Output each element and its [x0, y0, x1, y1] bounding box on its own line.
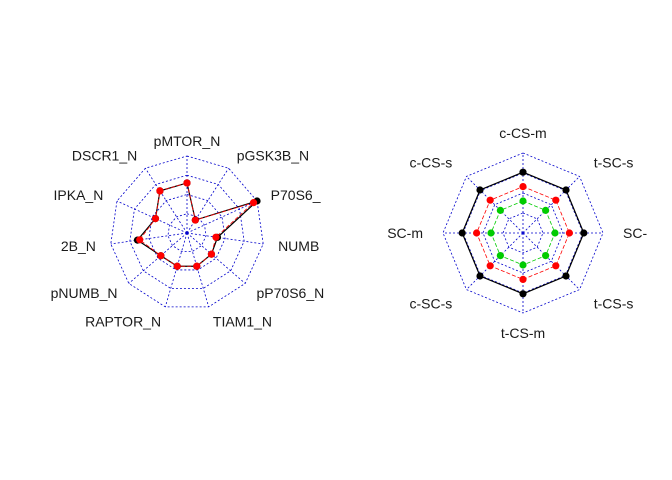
data-point-mean [156, 187, 163, 194]
axis-label: RAPTOR_N [85, 313, 161, 329]
data-point-mean [487, 262, 494, 269]
axis-spoke [187, 201, 257, 233]
radar-chart-1: pMTOR_N pGSK3B_N P70S6_ NUMB pP70S6_N TIAM1_N… [51, 133, 325, 329]
data-point-mean [183, 179, 190, 186]
data-point-mean [157, 252, 164, 259]
data-point-max [519, 290, 526, 297]
data-point-mean [487, 197, 494, 204]
data-point-mean [473, 229, 480, 236]
data-point-mean [174, 263, 181, 270]
data-point-mean [552, 262, 559, 269]
data-point-min [542, 252, 549, 259]
series-line-mean [140, 183, 254, 266]
data-point-max [519, 169, 526, 176]
data-point-min [487, 229, 494, 236]
data-point-mean [136, 236, 143, 243]
axis-label: c-SC-s [410, 296, 453, 312]
axis-label: c-CS-s [410, 154, 453, 170]
axis-label: 2B_N [61, 238, 96, 254]
axis-label: c-CS-m [499, 125, 546, 141]
data-point-min [542, 207, 549, 214]
axis-label: DSCR1_N [72, 148, 137, 164]
data-point-mean [192, 216, 199, 223]
data-point-mean [519, 276, 526, 283]
axis-label: NUMB [278, 238, 319, 254]
data-point-mean [566, 229, 573, 236]
axis-spoke [165, 233, 187, 307]
series-line-max [137, 183, 257, 266]
data-point-max [562, 272, 569, 279]
axis-label: IPKA_N [54, 187, 104, 203]
axis-label: pMTOR_N [154, 133, 221, 149]
data-point-min [519, 197, 526, 204]
data-point-max [562, 186, 569, 193]
data-point-mean [519, 183, 526, 190]
data-point-mean [193, 263, 200, 270]
data-point-max [459, 229, 466, 236]
data-point-max [476, 272, 483, 279]
axis-label: t-CS-s [594, 296, 634, 312]
data-point-mean [212, 234, 219, 241]
data-point-mean [208, 251, 215, 258]
radar-chart-2: c-CS-m t-SC-s SC-t-CS-s t-CS-m c-SC-s SC-m c-C… [387, 125, 647, 341]
data-point-mean [250, 199, 257, 206]
data-point-min [551, 229, 558, 236]
axis-label: t-SC-s [594, 154, 634, 170]
axis-label: pP70S6_N [257, 285, 325, 301]
data-point-mean [152, 215, 159, 222]
data-point-mean [552, 197, 559, 204]
axis-label: pGSK3B_N [237, 148, 309, 164]
data-point-min [519, 261, 526, 268]
axis-label: SC-m [387, 225, 423, 241]
axis-label: pNUMB_N [51, 285, 118, 301]
data-point-max [476, 186, 483, 193]
data-point-min [497, 207, 504, 214]
axis-label: P70S6_ [271, 187, 321, 203]
axis-label: t-CS-m [501, 325, 545, 341]
data-point-min [497, 252, 504, 259]
axis-label: SC- [623, 225, 647, 241]
data-point-max [580, 229, 587, 236]
axis-label: TIAM1_N [213, 313, 272, 329]
